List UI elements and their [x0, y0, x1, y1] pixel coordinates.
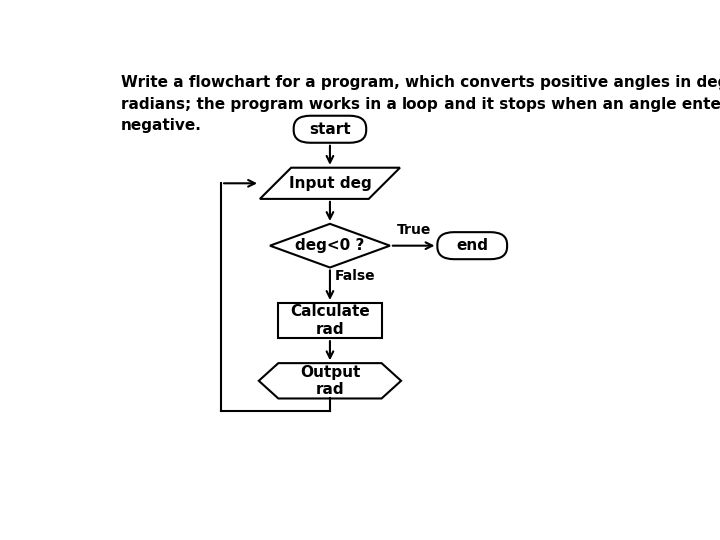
Text: Output
rad: Output rad: [300, 364, 360, 397]
Text: end: end: [456, 238, 488, 253]
Text: radians; the program works in a: radians; the program works in a: [121, 97, 402, 112]
Bar: [279, 303, 382, 338]
Text: loop: loop: [402, 97, 438, 112]
Text: Input deg: Input deg: [289, 176, 372, 191]
Text: deg<0 ?: deg<0 ?: [295, 238, 364, 253]
FancyBboxPatch shape: [437, 232, 507, 259]
Text: start: start: [309, 122, 351, 137]
Text: and it stops when an angle entered is: and it stops when an angle entered is: [438, 97, 720, 112]
Polygon shape: [270, 224, 390, 267]
Text: False: False: [334, 269, 375, 283]
Polygon shape: [258, 363, 401, 399]
Polygon shape: [260, 168, 400, 199]
FancyBboxPatch shape: [294, 116, 366, 143]
Text: negative.: negative.: [121, 118, 202, 133]
Text: Write a flowchart for a program, which converts positive angles in degrees to: Write a flowchart for a program, which c…: [121, 75, 720, 90]
Text: Calculate
rad: Calculate rad: [290, 305, 370, 337]
Text: True: True: [397, 222, 431, 237]
